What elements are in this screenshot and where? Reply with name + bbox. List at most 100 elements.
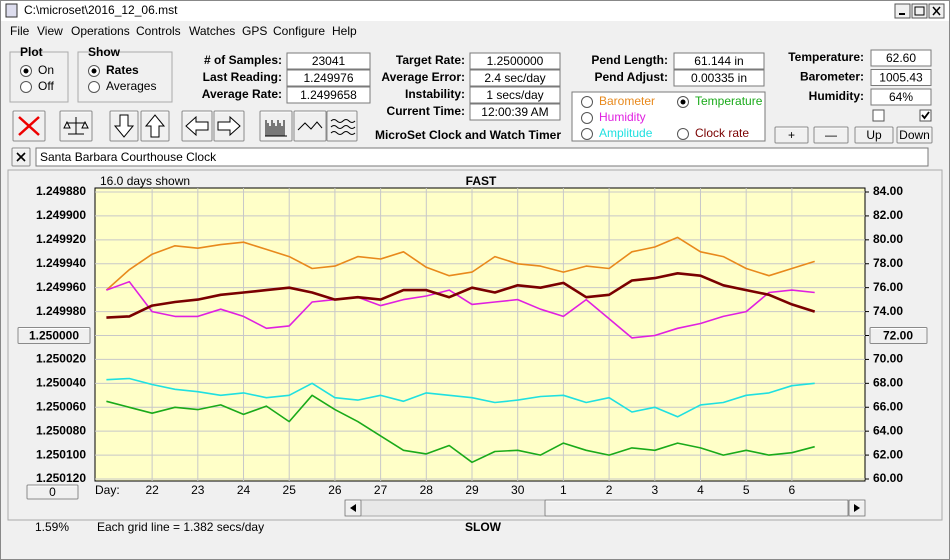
menu-item[interactable]: Configure — [273, 24, 325, 38]
control-button-label: Up — [866, 128, 882, 142]
scroll-thumb[interactable] — [544, 499, 849, 517]
glyph — [932, 6, 941, 16]
zero-button[interactable] — [26, 484, 79, 500]
series-selector — [571, 91, 766, 142]
control-button-label: — — [825, 128, 837, 142]
y-tick-label: 1.250040 — [36, 376, 86, 390]
text-field-value: 1.2500000 — [487, 54, 544, 68]
y-tick-label: 1.250020 — [36, 352, 86, 366]
text-field[interactable] — [870, 69, 932, 86]
radio-label: Rates — [106, 63, 139, 77]
zero-button-label: 0 — [49, 485, 56, 499]
window-control[interactable] — [911, 3, 928, 19]
text-field-value: 2.4 sec/day — [484, 71, 545, 85]
legend-label[interactable]: Temperature — [695, 94, 763, 108]
menu-item[interactable]: Operations — [71, 24, 130, 38]
caption: MicroSet Clock and Watch Timer — [375, 128, 561, 142]
text-field[interactable] — [870, 49, 932, 67]
legend-label[interactable]: Barometer — [599, 94, 655, 108]
field-label: Pend Adjust: — [594, 70, 668, 84]
y-tick-label: 1.250080 — [36, 423, 86, 437]
x-tick-label: 5 — [743, 483, 750, 497]
text-field[interactable] — [286, 52, 371, 70]
wave-button[interactable] — [293, 110, 327, 142]
menu-item[interactable]: Controls — [136, 24, 181, 38]
icon — [185, 115, 209, 137]
x-tick-label: 24 — [237, 483, 251, 497]
text-field[interactable] — [469, 69, 561, 87]
y-tick-label[interactable]: 1.250000 — [29, 329, 79, 343]
legend-label[interactable]: Humidity — [599, 110, 646, 124]
y2-tick-label: 68.00 — [873, 376, 903, 390]
text-field-value: 1.249976 — [303, 71, 353, 85]
checkmark — [921, 111, 930, 120]
y2-tick-label[interactable]: 72.00 — [883, 329, 913, 343]
series-line — [105, 236, 815, 291]
radio-label: On — [38, 63, 54, 77]
center-rate-button[interactable] — [17, 327, 91, 344]
group-box — [9, 51, 69, 103]
text-field[interactable] — [673, 69, 765, 87]
window-control[interactable] — [894, 3, 911, 19]
note-field[interactable] — [35, 147, 929, 167]
radio-button[interactable] — [581, 112, 593, 124]
text-field[interactable] — [286, 86, 371, 104]
text-field[interactable] — [870, 88, 932, 106]
center-env-button[interactable] — [869, 327, 928, 344]
text-field-value: 0.00335 in — [691, 71, 747, 85]
control-button-label: Down — [899, 128, 930, 142]
x-tick-label: 25 — [283, 483, 297, 497]
icon — [63, 117, 89, 135]
text-field[interactable] — [469, 52, 561, 70]
icon — [854, 504, 860, 512]
radio-button[interactable] — [88, 81, 100, 93]
menu-item[interactable]: File — [10, 24, 30, 38]
icon — [350, 504, 356, 512]
radio-button[interactable] — [581, 128, 593, 140]
y2-tick-label: 82.00 — [873, 208, 903, 222]
field-label: Current Time: — [387, 104, 465, 118]
icon — [16, 152, 26, 162]
y2-tick-label: 74.00 — [873, 304, 903, 318]
text-field[interactable] — [673, 52, 765, 70]
legend-label[interactable]: Amplitude — [599, 126, 653, 140]
control-button[interactable] — [896, 126, 933, 144]
text-field[interactable] — [469, 86, 561, 104]
x-tick-label: 27 — [374, 483, 388, 497]
control-button[interactable] — [854, 126, 894, 144]
menu-item[interactable]: GPS — [242, 24, 267, 38]
radio-label: Off — [38, 79, 54, 93]
text-field-value: 23041 — [312, 54, 346, 68]
title-bar — [1, 1, 949, 21]
field-label: Target Rate: — [396, 53, 465, 67]
checkbox[interactable] — [872, 109, 885, 122]
radio-dot — [680, 99, 686, 105]
legend-label[interactable]: Clock rate — [695, 126, 749, 140]
y-tick-label: 1.249920 — [36, 232, 86, 246]
percent: 1.59% — [35, 520, 69, 534]
y-tick-label: 1.249880 — [36, 184, 86, 198]
text-field[interactable] — [469, 103, 561, 121]
radio-button[interactable] — [581, 96, 593, 108]
menu-item[interactable]: Help — [332, 24, 357, 38]
group-title: Plot — [20, 45, 43, 59]
field-label: # of Samples: — [204, 53, 282, 67]
group-box — [77, 51, 173, 103]
y-tick-label: 1.249940 — [36, 256, 86, 270]
x-tick-label: 1 — [560, 483, 567, 497]
field-label: Barometer: — [800, 70, 864, 84]
y2-tick-label: 64.00 — [873, 423, 903, 437]
radio-button[interactable] — [20, 81, 32, 93]
radio-button[interactable] — [677, 128, 689, 140]
menu-item[interactable]: View — [37, 24, 63, 38]
series-line — [106, 280, 815, 339]
control-button[interactable] — [774, 126, 809, 144]
x-tick-label: 6 — [789, 483, 796, 497]
radio-dot — [23, 68, 29, 74]
menu-item[interactable]: Watches — [189, 24, 235, 38]
x-axis-label: Day: — [95, 483, 120, 497]
y-tick-label: 1.250060 — [36, 399, 86, 413]
control-button[interactable] — [813, 126, 849, 144]
text-field[interactable] — [286, 69, 371, 87]
